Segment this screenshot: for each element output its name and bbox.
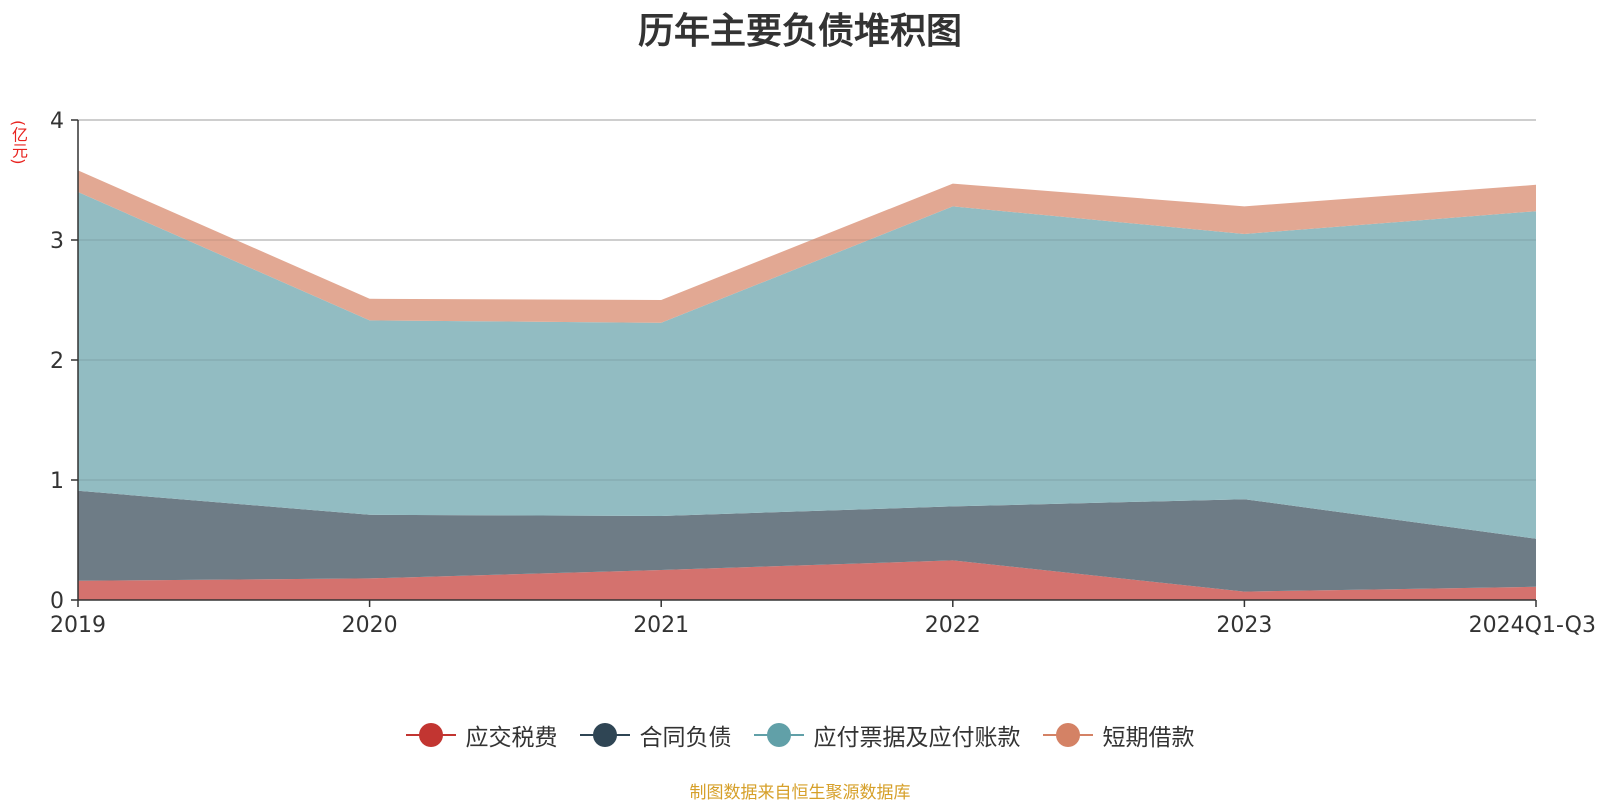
y-tick-label-2: 2 (50, 349, 64, 374)
x-tick-label-2: 2021 (633, 613, 689, 638)
chart-title: 历年主要负债堆积图 (637, 11, 962, 52)
x-tick-label-5: 2024Q1-Q3 (1469, 613, 1596, 638)
area-series (78, 119, 1536, 600)
legend-marker-icon (753, 721, 804, 749)
legend-item-1[interactable]: 合同负债 (579, 718, 732, 752)
source-note: 制图数据来自恒生聚源数据库 (689, 783, 911, 803)
legend-marker-icon (405, 721, 456, 749)
x-tick-label-1: 2020 (342, 613, 398, 638)
y-tick-label-0: 0 (50, 589, 64, 614)
area-series-0 (78, 560, 1536, 600)
legend-label: 应交税费 (465, 725, 558, 751)
legend-item-2[interactable]: 应付票据及应付账款 (753, 718, 1021, 752)
area-series-3 (78, 170, 1536, 323)
x-tick-label-0: 2019 (50, 613, 106, 638)
y-tick-label-3: 3 (50, 229, 64, 254)
legend-label: 应付票据及应付账款 (813, 725, 1021, 751)
area-series-1 (78, 490, 1536, 592)
legend-marker-icon (579, 721, 630, 749)
legend-item-3[interactable]: 短期借款 (1042, 718, 1195, 752)
y-tick-label-1: 1 (50, 469, 64, 494)
x-tick-label-3: 2022 (925, 613, 981, 638)
y-axis-unit-label: (亿元) (9, 120, 28, 165)
area-series-2 (78, 192, 1536, 539)
legend-label: 短期借款 (1102, 725, 1195, 751)
x-tick-label-4: 2023 (1216, 613, 1272, 638)
legend-item-0[interactable]: 应交税费 (405, 718, 558, 752)
legend-label: 合同负债 (639, 725, 732, 751)
legend: 应交税费 合同负债 应付票据及应付账款 短期借款 (0, 718, 1600, 752)
y-tick-label-4: 4 (50, 109, 64, 134)
axes: 0 1 2 3 4 2019 2020 2021 2022 2023 2024Q1-Q3 (50, 109, 1596, 638)
legend-marker-icon (1042, 721, 1093, 749)
